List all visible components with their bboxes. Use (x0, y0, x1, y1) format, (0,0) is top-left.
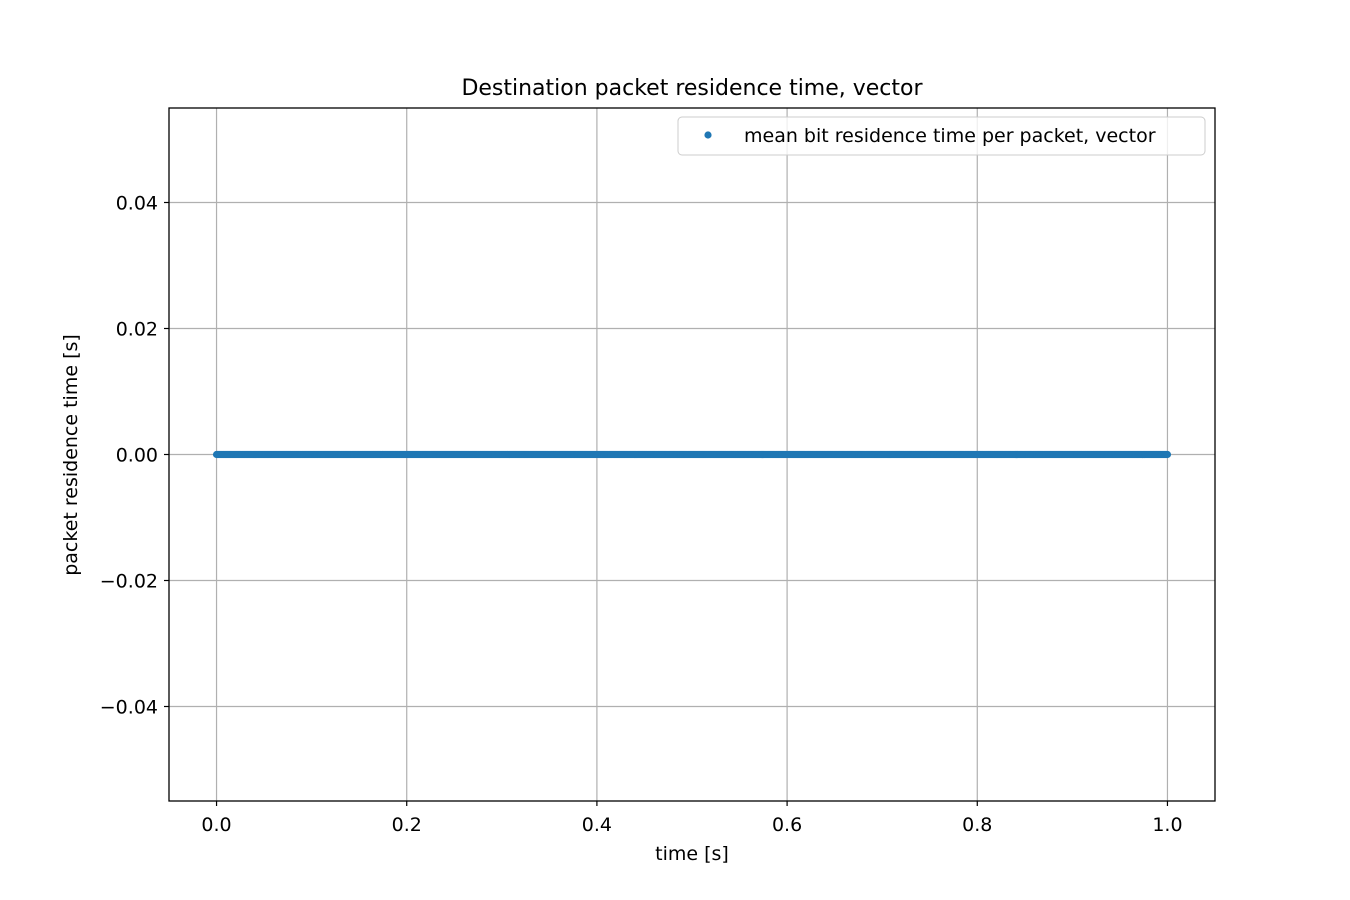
x-tick-label: 0.2 (392, 814, 422, 836)
chart-title: Destination packet residence time, vecto… (461, 76, 923, 101)
y-ticks: 0.04 0.02 0.00 −0.02 −0.04 (100, 193, 169, 719)
y-axis-label: packet residence time [s] (60, 334, 82, 576)
legend-marker-icon (704, 131, 712, 139)
x-ticks: 0.0 0.2 0.4 0.6 0.8 1.0 (201, 801, 1183, 836)
y-tick-label: 0.00 (116, 445, 158, 467)
data-points (212, 450, 1172, 459)
y-tick-label: 0.04 (116, 193, 158, 215)
x-tick-label: 0.8 (962, 814, 992, 836)
x-tick-label: 0.0 (201, 814, 231, 836)
legend-box (677, 116, 1206, 156)
y-tick-label: 0.02 (116, 319, 158, 341)
data-point (1163, 450, 1172, 459)
y-tick-label: −0.04 (100, 697, 158, 719)
x-tick-label: 1.0 (1152, 814, 1182, 836)
x-axis-label: time [s] (655, 843, 729, 865)
x-tick-label: 0.6 (772, 814, 802, 836)
y-tick-label: −0.02 (100, 571, 158, 593)
legend: mean bit residence time per packet, vect… (677, 116, 1206, 156)
x-tick-label: 0.4 (582, 814, 612, 836)
legend-label: mean bit residence time per packet, vect… (744, 125, 1156, 147)
